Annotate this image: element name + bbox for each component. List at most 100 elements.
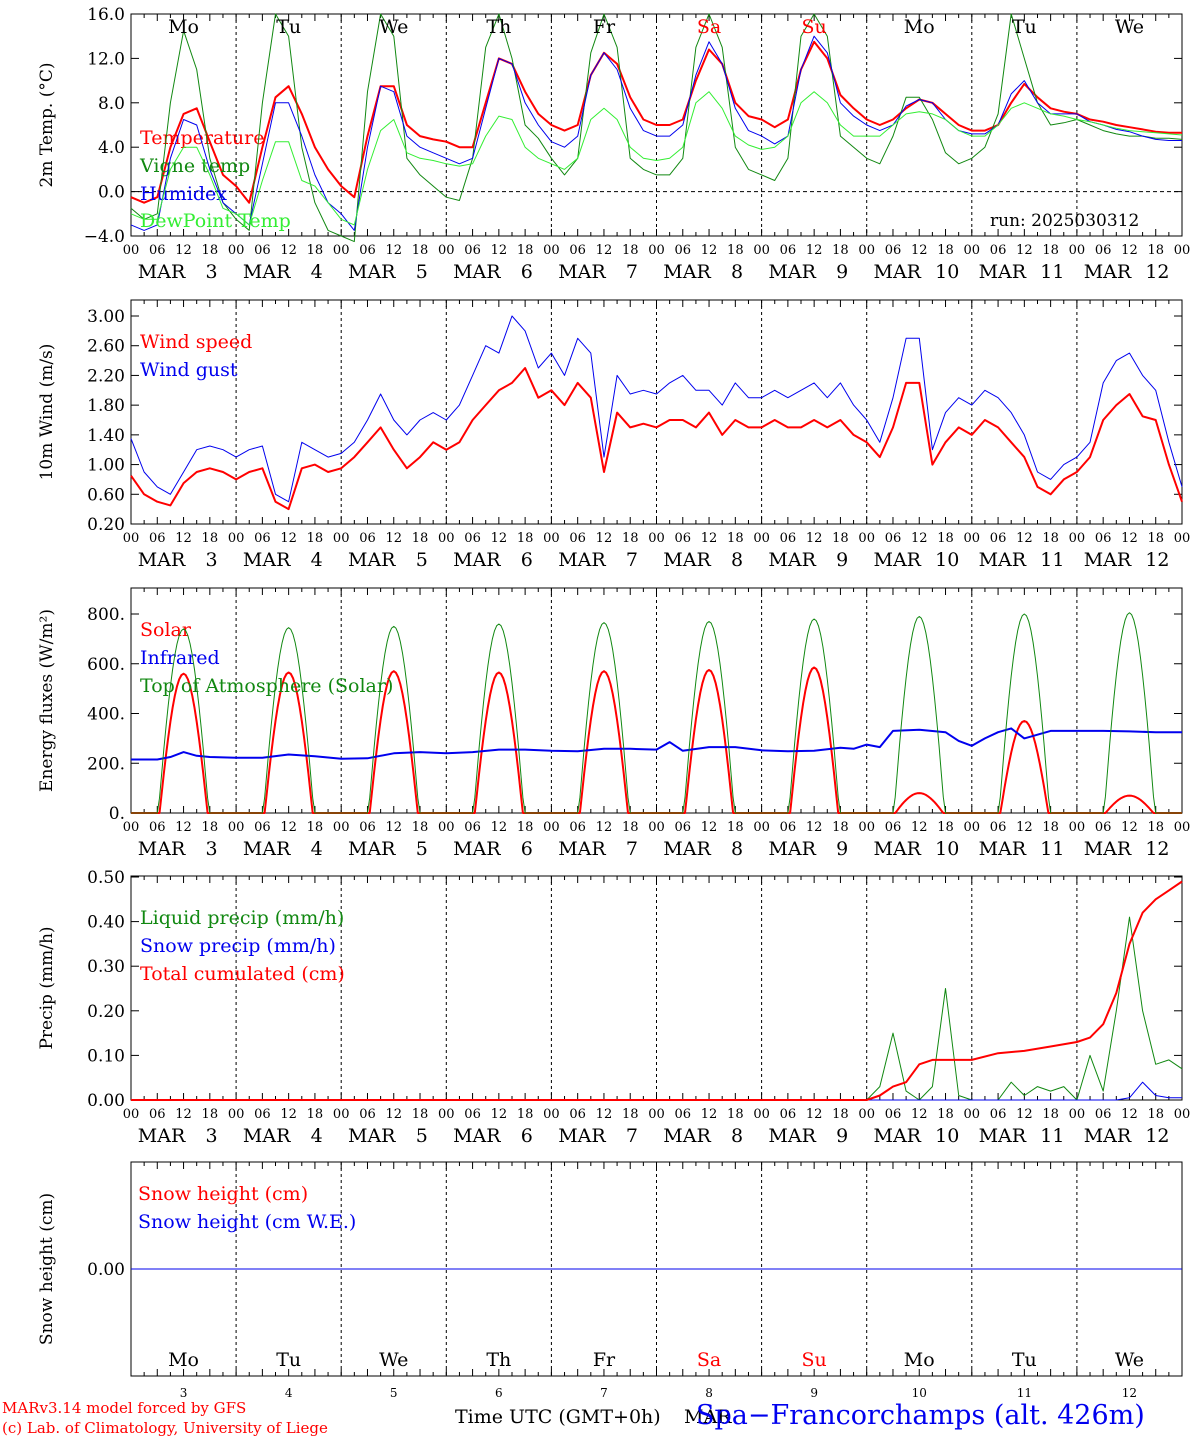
run-label: run: 2025030312 xyxy=(990,211,1140,231)
precip-hour-label: 06 xyxy=(990,1107,1007,1122)
wind-hour-label: 00 xyxy=(438,531,455,546)
precip-date-label: 3 xyxy=(206,1125,218,1147)
snow-date-label: 7 xyxy=(600,1386,608,1400)
temp-dow-label: Su xyxy=(802,16,827,38)
precip-hour-label: 00 xyxy=(438,1107,455,1122)
precip-month-label: MAR xyxy=(663,1125,711,1147)
wind-ytick-label: 1.40 xyxy=(87,426,125,446)
snow-date-label: 12 xyxy=(1122,1386,1137,1400)
temp-date-label: 10 xyxy=(935,261,959,283)
precip-hour-label: 12 xyxy=(911,1107,928,1122)
snow-date-label: 4 xyxy=(285,1386,293,1400)
wind-hour-label: 12 xyxy=(1016,531,1033,546)
energy-hour-label: 12 xyxy=(596,820,613,835)
xaxis-title: Time UTC (GMT+0h) xyxy=(455,1406,661,1428)
temp-month-label: MAR xyxy=(979,261,1027,283)
wind-month-label: MAR xyxy=(348,549,396,571)
temp-series-0 xyxy=(130,40,1182,204)
temp-date-label: 4 xyxy=(311,261,323,283)
temp-hour-label: 00 xyxy=(858,243,875,258)
precip-hour-label: 18 xyxy=(1147,1107,1164,1122)
snow-dow-label: Tu xyxy=(276,1349,301,1371)
precip-ytick-label: 0.20 xyxy=(87,1002,125,1022)
energy-hour-label: 06 xyxy=(885,820,902,835)
snow-dow-label: Mo xyxy=(904,1349,935,1371)
snow-legend-1: Snow height (cm W.E.) xyxy=(138,1211,356,1233)
temp-hour-label: 12 xyxy=(385,243,402,258)
snow-date-label: 3 xyxy=(180,1386,188,1400)
energy-hour-label: 18 xyxy=(307,820,324,835)
energy-month-label: MAR xyxy=(453,838,501,860)
temp-hour-label: 00 xyxy=(964,243,981,258)
wind-date-label: 9 xyxy=(836,549,848,571)
precip-series-0 xyxy=(131,916,1183,1101)
temp-series-2 xyxy=(130,35,1182,231)
temp-hour-label: 18 xyxy=(202,243,219,258)
snow-legend-0: Snow height (cm) xyxy=(138,1183,308,1205)
wind-ytick-label: 0.60 xyxy=(87,485,125,505)
temp-hour-label: 12 xyxy=(491,243,508,258)
precip-hour-label: 18 xyxy=(937,1107,954,1122)
precip-legend-2: Total cumulated (cm) xyxy=(140,963,345,985)
energy-ytick-label: 600. xyxy=(87,655,125,675)
precip-hour-label: 12 xyxy=(1016,1107,1033,1122)
energy-hour-label: 12 xyxy=(701,820,718,835)
energy-ytick-label: 400. xyxy=(87,705,125,725)
precip-month-label: MAR xyxy=(138,1125,186,1147)
energy-month-label: MAR xyxy=(1084,838,1132,860)
temp-hour-label: 06 xyxy=(149,243,166,258)
snow-date-label: 5 xyxy=(390,1386,398,1400)
temp-month-label: MAR xyxy=(138,261,186,283)
precip-date-label: 10 xyxy=(935,1125,959,1147)
snow-date-label: 9 xyxy=(810,1386,818,1400)
snow-date-label: 6 xyxy=(495,1386,503,1400)
precip-hour-label: 06 xyxy=(1095,1107,1112,1122)
wind-hour-label: 00 xyxy=(858,531,875,546)
wind-ytick-label: 2.60 xyxy=(87,337,125,357)
precip-month-label: MAR xyxy=(874,1125,922,1147)
wind-hour-label: 12 xyxy=(596,531,613,546)
wind-hour-label: 18 xyxy=(517,531,534,546)
temp-hour-label: 00 xyxy=(1069,243,1086,258)
temp-hour-label: 00 xyxy=(228,243,245,258)
temp-hour-label: 00 xyxy=(1174,243,1191,258)
temp-hour-label: 18 xyxy=(832,243,849,258)
energy-hour-label: 00 xyxy=(858,820,875,835)
temp-dow-label: Sa xyxy=(697,16,721,38)
temp-legend-1: Vigne temp xyxy=(139,155,250,177)
temp-date-label: 3 xyxy=(206,261,218,283)
precip-hour-label: 18 xyxy=(832,1107,849,1122)
energy-date-label: 6 xyxy=(521,838,533,860)
wind-hour-label: 06 xyxy=(464,531,481,546)
wind-hour-label: 06 xyxy=(780,531,797,546)
energy-month-label: MAR xyxy=(768,838,816,860)
wind-series-1 xyxy=(130,315,1183,503)
energy-ytick-label: 200. xyxy=(87,754,125,774)
precip-hour-label: 00 xyxy=(753,1107,770,1122)
energy-hour-label: 18 xyxy=(727,820,744,835)
wind-hour-label: 18 xyxy=(307,531,324,546)
wind-hour-label: 00 xyxy=(228,531,245,546)
wind-month-label: MAR xyxy=(243,549,291,571)
energy-date-label: 10 xyxy=(935,838,959,860)
temp-series-1 xyxy=(130,13,1183,243)
energy-month-label: MAR xyxy=(558,838,606,860)
temp-dow-label: Mo xyxy=(904,16,935,38)
wind-hour-label: 12 xyxy=(491,531,508,546)
precip-month-label: MAR xyxy=(558,1125,606,1147)
temp-month-label: MAR xyxy=(243,261,291,283)
wind-hour-label: 18 xyxy=(937,531,954,546)
wind-date-label: 12 xyxy=(1145,549,1169,571)
temp-dow-label: Mo xyxy=(168,16,199,38)
temp-hour-label: 18 xyxy=(1147,243,1164,258)
energy-hour-label: 12 xyxy=(1121,820,1138,835)
energy-hour-label: 06 xyxy=(464,820,481,835)
wind-date-label: 3 xyxy=(206,549,218,571)
wind-month-label: MAR xyxy=(874,549,922,571)
energy-hour-label: 12 xyxy=(491,820,508,835)
temp-hour-label: 12 xyxy=(1016,243,1033,258)
wind-hour-label: 18 xyxy=(412,531,429,546)
energy-hour-label: 12 xyxy=(806,820,823,835)
wind-month-label: MAR xyxy=(453,549,501,571)
wind-ytick-label: 2.20 xyxy=(87,366,125,386)
